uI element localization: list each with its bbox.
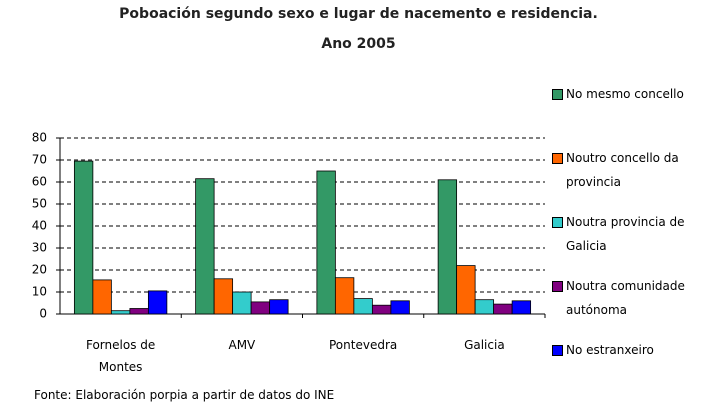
bar xyxy=(334,277,355,315)
x-tick-label: Fornelos de Montes xyxy=(85,338,156,374)
bar xyxy=(511,300,532,315)
bar xyxy=(390,300,410,315)
bar xyxy=(353,298,373,315)
y-tick-label: 10 xyxy=(32,285,47,299)
legend-swatch xyxy=(552,281,563,292)
bar xyxy=(474,299,495,315)
chart-title: Poboación segundo sexo e lugar de naceme… xyxy=(119,6,598,22)
bar xyxy=(232,291,252,315)
bar xyxy=(110,310,131,315)
y-tick-label: 40 xyxy=(32,219,47,233)
x-tick-label: Pontevedra xyxy=(329,338,398,352)
legend-swatch xyxy=(552,89,563,100)
legend-label: Noutro concello da provincia xyxy=(566,151,679,189)
bar xyxy=(493,303,513,315)
bar xyxy=(456,265,476,315)
y-tick-label: 30 xyxy=(32,241,47,255)
y-tick-label: 60 xyxy=(32,175,47,189)
bar xyxy=(73,160,94,315)
bar xyxy=(195,178,215,315)
source-note: Fonte: Elaboración porpia a partir de da… xyxy=(34,388,335,402)
legend-swatch xyxy=(552,217,563,228)
bar xyxy=(316,170,336,315)
chart-title: Ano 2005 xyxy=(321,36,396,52)
y-tick-label: 20 xyxy=(32,263,47,277)
x-tick-label: AMV xyxy=(228,338,256,352)
y-tick-label: 80 xyxy=(32,131,47,145)
legend-item: Noutro concello da provincia xyxy=(552,146,717,194)
bar xyxy=(269,299,289,315)
legend-item: Noutra provincia de Galicia xyxy=(552,210,717,258)
y-tick-label: 0 xyxy=(39,307,47,321)
legend-item: No estranxeiro xyxy=(552,338,717,362)
bar xyxy=(129,308,149,315)
legend-item: No mesmo concello xyxy=(552,82,717,106)
legend-item: Noutra comunidade autónoma xyxy=(552,274,717,322)
y-tick-label: 70 xyxy=(32,153,47,167)
legend-swatch xyxy=(552,153,563,164)
legend-label: No mesmo concello xyxy=(566,87,684,101)
legend-label: No estranxeiro xyxy=(566,343,654,357)
legend-label: Noutra comunidade autónoma xyxy=(566,279,685,317)
legend-swatch xyxy=(552,345,563,356)
legend-label: Noutra provincia de Galicia xyxy=(566,215,685,253)
bar xyxy=(250,301,271,315)
bar xyxy=(213,278,234,315)
x-tick-label: Galicia xyxy=(464,338,505,352)
bar xyxy=(437,179,458,315)
bar xyxy=(147,290,168,315)
y-tick-label: 50 xyxy=(32,197,47,211)
bar xyxy=(92,279,112,315)
bar xyxy=(371,304,392,315)
